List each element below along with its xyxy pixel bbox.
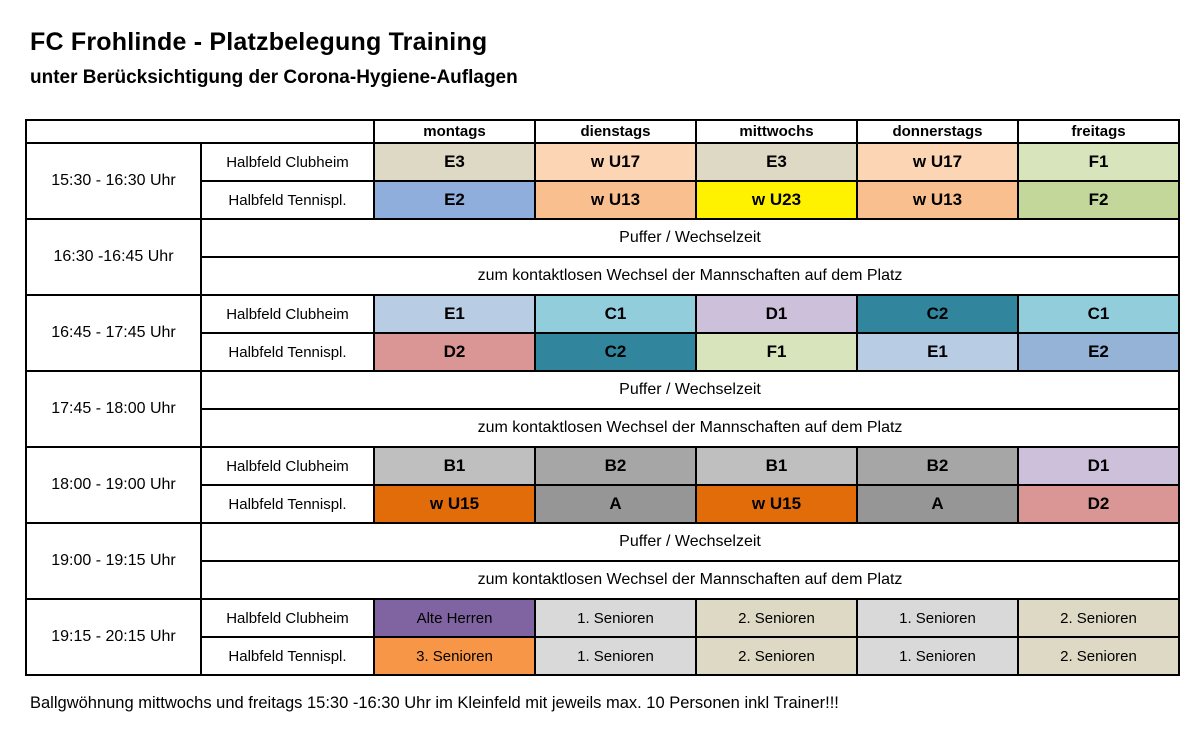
footer-note: Ballgwöhnung mittwochs und freitags 15:3… [30,694,839,712]
field-label: Halbfeld Tennispl. [200,180,375,220]
puffer-text: Puffer / Wechselzeit [200,370,1180,410]
team-cell: 2. Senioren [695,598,858,638]
team-cell: D2 [373,332,536,372]
training-row: 16:45 - 17:45 Uhr Halbfeld Clubheim E1 C1 D1… [25,294,1180,372]
team-cell: A [534,484,697,524]
team-cell: Alte Herren [373,598,536,638]
field-label: Halbfeld Tennispl. [200,484,375,524]
puffer-row: 19:00 - 19:15 Uhr Puffer / Wechselzeit [25,522,1180,600]
team-cell: E2 [373,180,536,220]
team-cell: 1. Senioren [534,598,697,638]
team-cell: E1 [856,332,1019,372]
team-cell: 1. Senioren [856,598,1019,638]
puffer-row: zum kontaktlosen Wechsel der Mannschafte… [26,408,1180,448]
puffer-text: Puffer / Wechselzeit [200,218,1180,258]
team-cell: E1 [373,294,536,334]
team-cell: F1 [1017,142,1180,182]
team-cell: F2 [1017,180,1180,220]
puffer-row: 16:30 -16:45 Uhr Puffer / Wechselzeit [25,218,1180,296]
day-header: montags [373,119,536,144]
puffer-text: Puffer / Wechselzeit [200,522,1180,562]
header-row: montags dienstags mittwochs donnerstags frei… [25,119,1180,144]
day-header: mittwochs [695,119,858,144]
team-cell: w U15 [695,484,858,524]
time-cell: 17:45 - 18:00 Uhr [25,370,202,448]
team-cell: D1 [1017,446,1180,486]
team-cell: A [856,484,1019,524]
puffer-row: 17:45 - 18:00 Uhr Puffer / Wechselzeit [25,370,1180,448]
team-cell: E2 [1017,332,1180,372]
team-cell: B2 [856,446,1019,486]
team-cell: w U13 [534,180,697,220]
day-header: freitags [1017,119,1180,144]
team-cell: B1 [695,446,858,486]
day-header: dienstags [534,119,697,144]
team-cell: C1 [1017,294,1180,334]
team-cell: 1. Senioren [534,636,697,676]
field-label: Halbfeld Tennispl. [200,636,375,676]
team-cell: w U13 [856,180,1019,220]
team-cell: D1 [695,294,858,334]
time-cell: 18:00 - 19:00 Uhr [25,446,202,524]
training-row: Halbfeld Tennispl. E2 w U13 w U23 w U13 F2 [26,180,1180,220]
team-cell: 2. Senioren [1017,598,1180,638]
page-subtitle: unter Berücksichtigung der Corona-Hygien… [30,67,518,88]
team-cell: 2. Senioren [1017,636,1180,676]
field-label: Halbfeld Clubheim [200,142,375,182]
team-cell: w U17 [856,142,1019,182]
team-cell: C2 [534,332,697,372]
team-cell: w U17 [534,142,697,182]
training-row: 15:30 - 16:30 Uhr Halbfeld Clubheim E3 w U1… [25,142,1180,220]
team-cell: F1 [695,332,858,372]
team-cell: B1 [373,446,536,486]
time-cell: 15:30 - 16:30 Uhr [25,142,202,220]
team-cell: D2 [1017,484,1180,524]
time-cell: 16:30 -16:45 Uhr [25,218,202,296]
team-cell: C2 [856,294,1019,334]
team-cell: B2 [534,446,697,486]
training-row: 19:15 - 20:15 Uhr Halbfeld Clubheim Alte H… [25,598,1180,676]
field-label: Halbfeld Tennispl. [200,332,375,372]
schedule-table: montags dienstags mittwochs donnerstags frei… [25,119,1180,676]
team-cell: C1 [534,294,697,334]
team-cell: 1. Senioren [856,636,1019,676]
day-header: donnerstags [856,119,1019,144]
training-row: 18:00 - 19:00 Uhr Halbfeld Clubheim B1 B2 B1… [25,446,1180,524]
team-cell: w U23 [695,180,858,220]
time-cell: 19:00 - 19:15 Uhr [25,522,202,600]
field-label: Halbfeld Clubheim [200,294,375,334]
team-cell: 3. Senioren [373,636,536,676]
puffer-text: zum kontaktlosen Wechsel der Mannschafte… [200,256,1180,296]
puffer-text: zum kontaktlosen Wechsel der Mannschafte… [200,560,1180,600]
header-spacer [25,119,375,144]
team-cell: E3 [373,142,536,182]
field-label: Halbfeld Clubheim [200,598,375,638]
training-row: Halbfeld Tennispl. D2 C2 F1 E1 E2 [26,332,1180,372]
training-row: Halbfeld Tennispl. 3. Senioren 1. Senioren… [26,636,1180,676]
time-cell: 19:15 - 20:15 Uhr [25,598,202,676]
page-title: FC Frohlinde - Platzbelegung Training [30,28,488,56]
team-cell: E3 [695,142,858,182]
schedule-body: montags dienstags mittwochs donnerstags frei… [25,119,1180,676]
team-cell: 2. Senioren [695,636,858,676]
time-cell: 16:45 - 17:45 Uhr [25,294,202,372]
puffer-text: zum kontaktlosen Wechsel der Mannschafte… [200,408,1180,448]
puffer-row: zum kontaktlosen Wechsel der Mannschafte… [26,560,1180,600]
team-cell: w U15 [373,484,536,524]
field-label: Halbfeld Clubheim [200,446,375,486]
puffer-row: zum kontaktlosen Wechsel der Mannschafte… [26,256,1180,296]
